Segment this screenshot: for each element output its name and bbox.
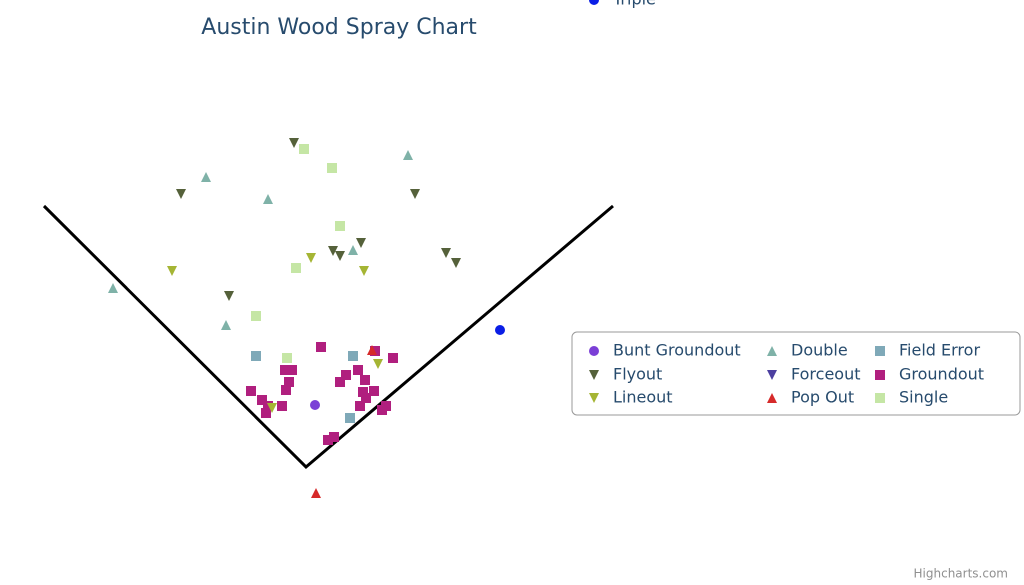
legend-label[interactable]: Flyout — [613, 365, 662, 384]
data-point — [335, 251, 345, 261]
data-point — [299, 144, 309, 154]
data-point — [451, 258, 461, 268]
legend-label[interactable]: Bunt Groundout — [613, 341, 741, 360]
data-point — [246, 386, 256, 396]
legend-label[interactable]: Field Error — [899, 341, 980, 360]
data-point — [369, 386, 379, 396]
legend-symbol — [767, 370, 777, 380]
data-point — [441, 248, 451, 258]
legend-symbol — [875, 346, 885, 356]
data-point — [176, 189, 186, 199]
data-point — [410, 189, 420, 199]
data-point — [377, 405, 387, 415]
data-point — [281, 385, 291, 395]
data-point — [367, 345, 377, 355]
legend-box — [571, 331, 1021, 416]
data-point — [361, 393, 371, 403]
data-point — [328, 246, 338, 256]
legend-symbol — [589, 393, 599, 403]
legend-label[interactable]: Pop Out — [791, 388, 854, 407]
data-point — [341, 370, 351, 380]
data-point — [360, 375, 370, 385]
data-point — [287, 365, 297, 375]
data-point — [359, 266, 369, 276]
data-point — [282, 353, 292, 363]
data-point — [403, 150, 413, 160]
legend-label[interactable]: Double — [791, 341, 848, 360]
data-point — [327, 163, 337, 173]
data-point — [355, 401, 365, 411]
legend-label[interactable]: Triple — [612, 0, 656, 9]
data-point — [289, 138, 299, 148]
legend-symbol — [589, 346, 599, 356]
data-point — [353, 365, 363, 375]
data-point — [284, 377, 294, 387]
data-point — [224, 291, 234, 301]
foul-lines — [42, 204, 614, 470]
data-point — [310, 400, 320, 410]
data-point — [257, 395, 267, 405]
data-point — [167, 266, 177, 276]
credits[interactable]: Highcharts.com — [914, 567, 1008, 581]
data-point — [345, 413, 355, 423]
data-point — [335, 377, 345, 387]
data-point — [263, 401, 273, 411]
legend-label[interactable]: Lineout — [613, 388, 673, 407]
data-point — [201, 172, 211, 182]
data-point — [335, 221, 345, 231]
legend-symbol — [767, 393, 777, 403]
legend-symbol — [589, 0, 599, 5]
data-point — [329, 432, 339, 442]
data-point — [373, 359, 383, 369]
data-point — [277, 401, 287, 411]
legend-symbol — [767, 346, 777, 356]
data-point — [251, 311, 261, 321]
data-point — [291, 263, 301, 273]
data-point — [311, 488, 321, 498]
chart-title: Austin Wood Spray Chart — [201, 15, 477, 40]
legend-symbol — [875, 393, 885, 403]
data-point — [356, 238, 366, 248]
data-point — [323, 435, 333, 445]
data-point — [280, 365, 290, 375]
data-point — [267, 403, 277, 413]
data-point — [358, 387, 368, 397]
data-point — [263, 194, 273, 204]
data-point — [348, 351, 358, 361]
data-point — [261, 408, 271, 418]
legend-label[interactable]: Forceout — [791, 365, 861, 384]
data-point — [316, 342, 326, 352]
data-point — [108, 283, 118, 293]
legend-label[interactable]: Single — [899, 388, 948, 407]
data-point — [388, 353, 398, 363]
data-point — [221, 320, 231, 330]
legend-symbol — [875, 370, 885, 380]
data-point — [348, 245, 358, 255]
data-point — [251, 351, 261, 361]
data-point — [306, 253, 316, 263]
legend-symbol — [589, 370, 599, 380]
data-point — [495, 325, 505, 335]
legend-label[interactable]: Groundout — [899, 365, 984, 384]
